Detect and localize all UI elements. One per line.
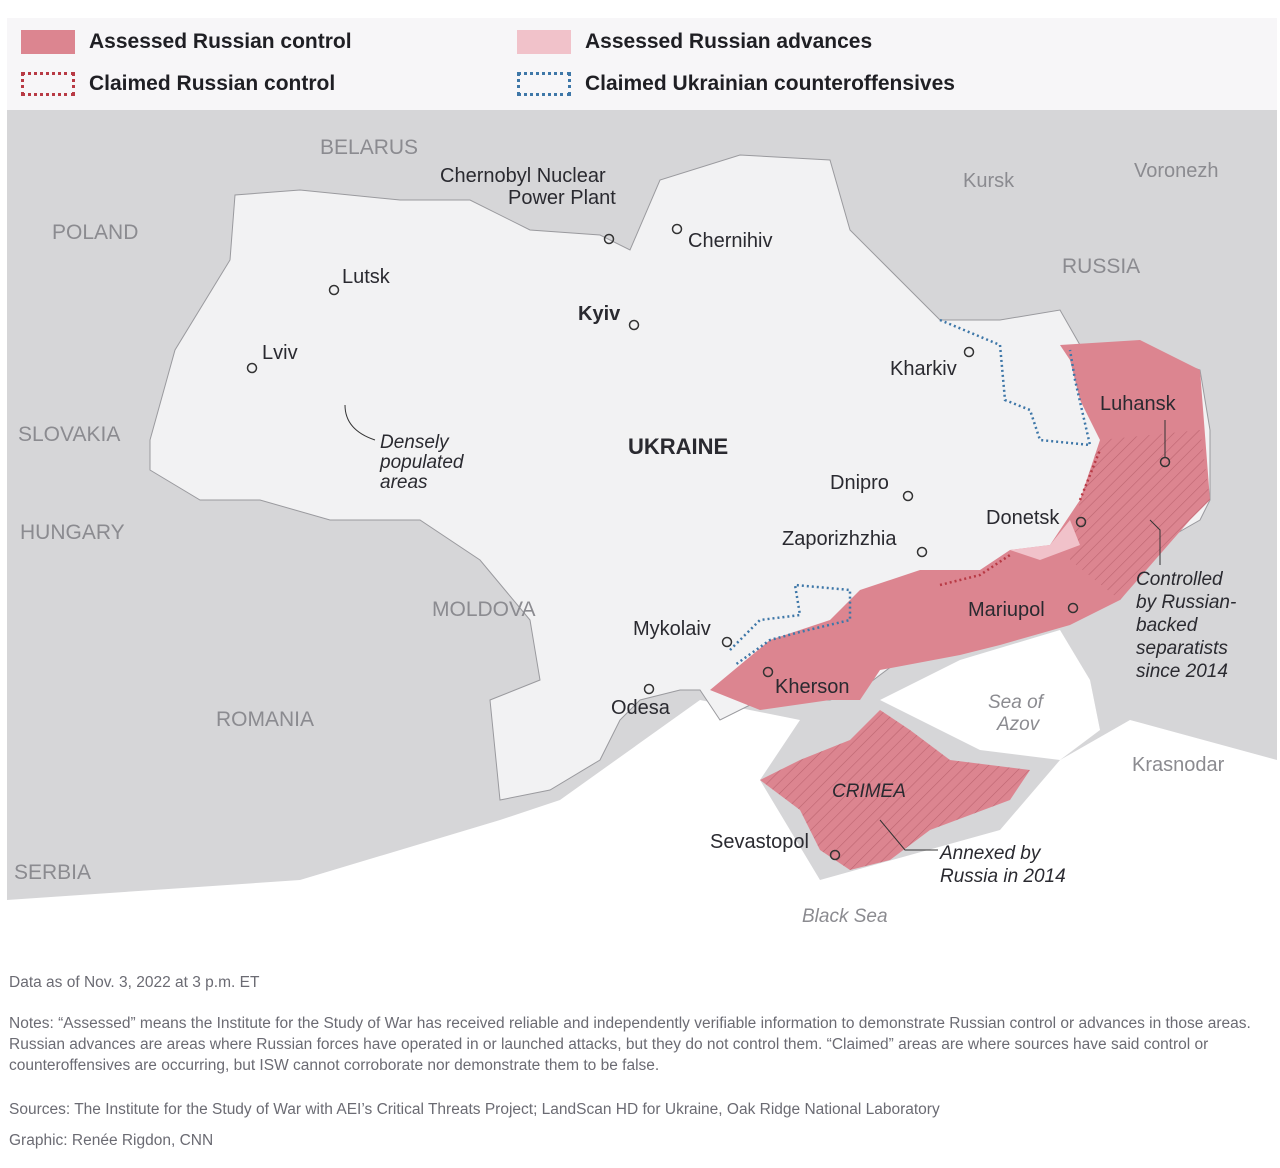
annotation-by-russian: by Russian- <box>1136 592 1236 613</box>
label-kherson: Kherson <box>775 676 850 698</box>
legend-label: Assessed Russian advances <box>585 30 873 53</box>
legend-swatch <box>517 30 571 54</box>
legend-assessed-advances: Assessed Russian advances <box>517 30 872 54</box>
graphic-credit: Graphic: Renée Rigdon, CNN <box>9 1132 214 1149</box>
legend-label: Assessed Russian control <box>89 30 352 53</box>
legend-swatch <box>21 72 75 96</box>
legend-assessed-control: Assessed Russian control <box>21 30 352 54</box>
label-kursk: Kursk <box>963 170 1015 192</box>
ukraine-map: BELARUS POLAND RUSSIA SLOVAKIA HUNGARY M… <box>7 110 1277 955</box>
separatist-hatch <box>1070 430 1210 600</box>
label-ukraine: UKRAINE <box>628 434 728 459</box>
annotation-backed: backed <box>1136 615 1199 636</box>
annotation-separatists: separatists <box>1136 638 1228 659</box>
label-chernobyl-2: Power Plant <box>508 187 616 209</box>
label-mykolaiv: Mykolaiv <box>633 618 711 640</box>
crimea-hatch <box>760 710 1030 870</box>
label-lutsk: Lutsk <box>342 266 391 288</box>
label-belarus: BELARUS <box>320 136 418 159</box>
label-kyiv: Kyiv <box>578 303 621 325</box>
label-moldova: MOLDOVA <box>432 598 535 621</box>
label-serbia: SERBIA <box>14 861 91 884</box>
label-russia: RUSSIA <box>1062 255 1140 278</box>
label-chernihiv: Chernihiv <box>688 230 772 252</box>
legend-label: Claimed Ukrainian counteroffensives <box>585 72 955 95</box>
label-sevastopol: Sevastopol <box>710 831 809 853</box>
label-krasnodar: Krasnodar <box>1132 754 1225 776</box>
claimed-russian-control <box>939 449 1102 587</box>
legend-label: Claimed Russian control <box>89 72 336 95</box>
legend-swatch <box>21 30 75 54</box>
label-luhansk: Luhansk <box>1100 393 1177 415</box>
map-legend: Assessed Russian control Assessed Russia… <box>7 18 1277 110</box>
label-azov: Azov <box>996 714 1041 735</box>
annotation-areas: areas <box>380 472 428 493</box>
sources: Sources: The Institute for the Study of … <box>9 1101 940 1118</box>
label-zaporizhzhia: Zaporizhzhia <box>782 528 897 550</box>
label-sea-of-azov: Sea of <box>988 692 1045 713</box>
black-sea <box>7 700 1277 955</box>
label-chernobyl: Chernobyl Nuclear <box>440 165 606 187</box>
notes: Notes: “Assessed” means the Institute fo… <box>9 1015 1251 1074</box>
russian-control-area <box>710 340 1210 710</box>
label-slovakia: SLOVAKIA <box>18 423 120 446</box>
label-black-sea: Black Sea <box>802 906 888 927</box>
legend-swatch <box>517 72 571 96</box>
label-mariupol: Mariupol <box>968 599 1045 621</box>
label-odesa: Odesa <box>611 697 671 719</box>
annotation-populated: populated <box>379 452 465 473</box>
label-donetsk: Donetsk <box>986 507 1060 529</box>
label-dnipro: Dnipro <box>830 472 889 494</box>
annotation-controlled: Controlled <box>1136 569 1224 590</box>
label-hungary: HUNGARY <box>20 521 125 544</box>
annotation-russia-2014: Russia in 2014 <box>940 866 1066 887</box>
sea-of-azov <box>880 630 1100 760</box>
data-date: Data as of Nov. 3, 2022 at 3 p.m. ET <box>9 974 260 991</box>
legend-claimed-counteroffensives: Claimed Ukrainian counteroffensives <box>517 72 955 96</box>
russian-advances-area <box>1010 520 1080 560</box>
annotation-since-2014: since 2014 <box>1136 661 1228 682</box>
label-voronezh: Voronezh <box>1134 160 1219 182</box>
label-crimea: CRIMEA <box>832 781 906 802</box>
legend-claimed-control: Claimed Russian control <box>21 72 335 96</box>
annotation-annexed: Annexed by <box>939 843 1042 864</box>
label-romania: ROMANIA <box>216 708 314 731</box>
label-kharkiv: Kharkiv <box>890 358 957 380</box>
label-lviv: Lviv <box>262 342 298 364</box>
counteroffensive-kherson <box>729 583 852 667</box>
annotation-densely: Densely <box>380 432 450 453</box>
label-poland: POLAND <box>52 221 138 244</box>
